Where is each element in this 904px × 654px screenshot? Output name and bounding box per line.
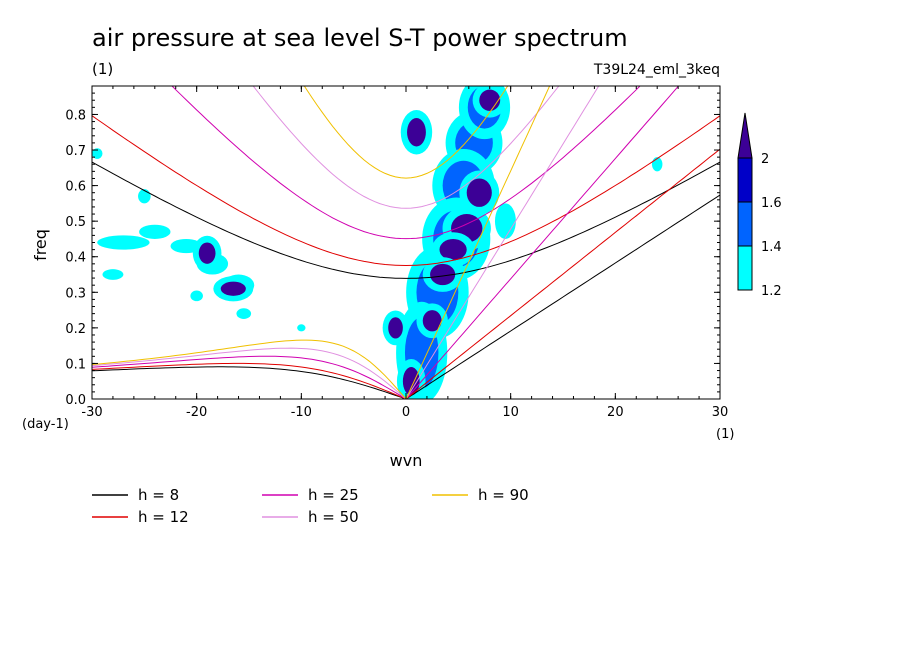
colorbar-segment (737, 245, 753, 291)
y-tick-label: 0.8 (65, 108, 86, 123)
legend-label: h = 8 (138, 486, 179, 504)
contour-blob (407, 118, 426, 147)
x-tick-label: -30 (81, 405, 102, 420)
contour-blob (97, 235, 150, 250)
y-tick-label: 0.6 (65, 180, 86, 195)
y-axis-ticks: 0.0 0.1 0.2 0.3 0.4 0.5 0.6 0.7 0.8 (65, 92, 720, 408)
colorbar-segment (737, 157, 753, 203)
contour-blob (439, 238, 467, 261)
x-tick-label: 10 (502, 405, 519, 420)
kelvin-curve (405, 86, 600, 399)
units-left-label: (1) (92, 60, 113, 78)
kelvin-curve (405, 194, 720, 399)
dispersion-curves (92, 86, 720, 399)
gravity-curve (92, 161, 720, 279)
heatmap-contours (92, 86, 663, 399)
contour-blob (479, 89, 501, 111)
x-unit-label: (1) (716, 427, 734, 442)
rossby-curve (92, 339, 407, 399)
colorbar-label: 1.6 (761, 196, 782, 211)
y-tick-label: 0.7 (65, 144, 86, 159)
contour-blob (494, 203, 516, 239)
colorbar-label: 1.4 (761, 240, 782, 255)
x-tick-label: 30 (712, 405, 729, 420)
y-unit-label: (day-1) (22, 417, 69, 432)
y-tick-label: 0.4 (65, 251, 86, 266)
colorbar: 1.2 1.4 1.6 2 (737, 112, 782, 299)
legend-label: h = 90 (478, 486, 529, 504)
x-tick-label: 0 (402, 405, 410, 420)
colorbar-top-arrow (737, 112, 753, 159)
colorbar-label: 2 (761, 152, 769, 167)
gravity-curve (252, 86, 560, 209)
contour-blob (236, 308, 252, 319)
contour-blob (466, 178, 492, 207)
legend-label: h = 25 (308, 486, 359, 504)
contour-blob (651, 157, 663, 172)
run-label: T39L24_eml_3keq (593, 62, 720, 78)
kelvin-curve (405, 86, 551, 399)
y-axis-title: freq (31, 229, 50, 261)
contour-blob (138, 189, 151, 204)
x-tick-label: -20 (186, 405, 207, 420)
y-tick-label: 0.2 (65, 322, 86, 337)
y-tick-label: 0.5 (65, 215, 86, 230)
kelvin-curve (405, 148, 720, 399)
contour-blob (388, 317, 403, 339)
contour-blob (198, 242, 216, 264)
gravity-curve (171, 86, 641, 240)
x-tick-label: -10 (291, 405, 312, 420)
x-axis-ticks: -30 -20 -10 0 10 20 30 (81, 86, 728, 420)
contour-blob (139, 224, 171, 239)
contour-blob (92, 148, 103, 159)
x-tick-label: 20 (607, 405, 624, 420)
contour-blob (220, 281, 246, 296)
y-tick-label: 0.3 (65, 286, 86, 301)
y-tick-label: 0.1 (65, 357, 86, 372)
legend: h = 8 h = 12 h = 25 h = 50 h = 90 (92, 486, 529, 526)
kelvin-curve (405, 86, 680, 399)
rossby-curve (92, 362, 407, 399)
legend-label: h = 12 (138, 508, 189, 526)
colorbar-label: 1.2 (761, 284, 782, 299)
gravity-curve (92, 115, 720, 267)
chart-title: air pressure at sea level S-T power spec… (92, 24, 628, 52)
rossby-curve (92, 366, 407, 399)
x-axis-title: wvn (390, 451, 423, 470)
rossby-curve (92, 347, 407, 399)
contour-blob (422, 310, 442, 332)
legend-label: h = 50 (308, 508, 359, 526)
contour-blob (102, 269, 124, 280)
y-tick-label: 0.0 (65, 393, 86, 408)
contour-blob (190, 290, 203, 302)
contour-blob (297, 324, 306, 332)
colorbar-segment (737, 201, 753, 247)
contour-blob (430, 263, 456, 286)
gravity-curve (303, 86, 509, 179)
rossby-curve (92, 355, 407, 399)
